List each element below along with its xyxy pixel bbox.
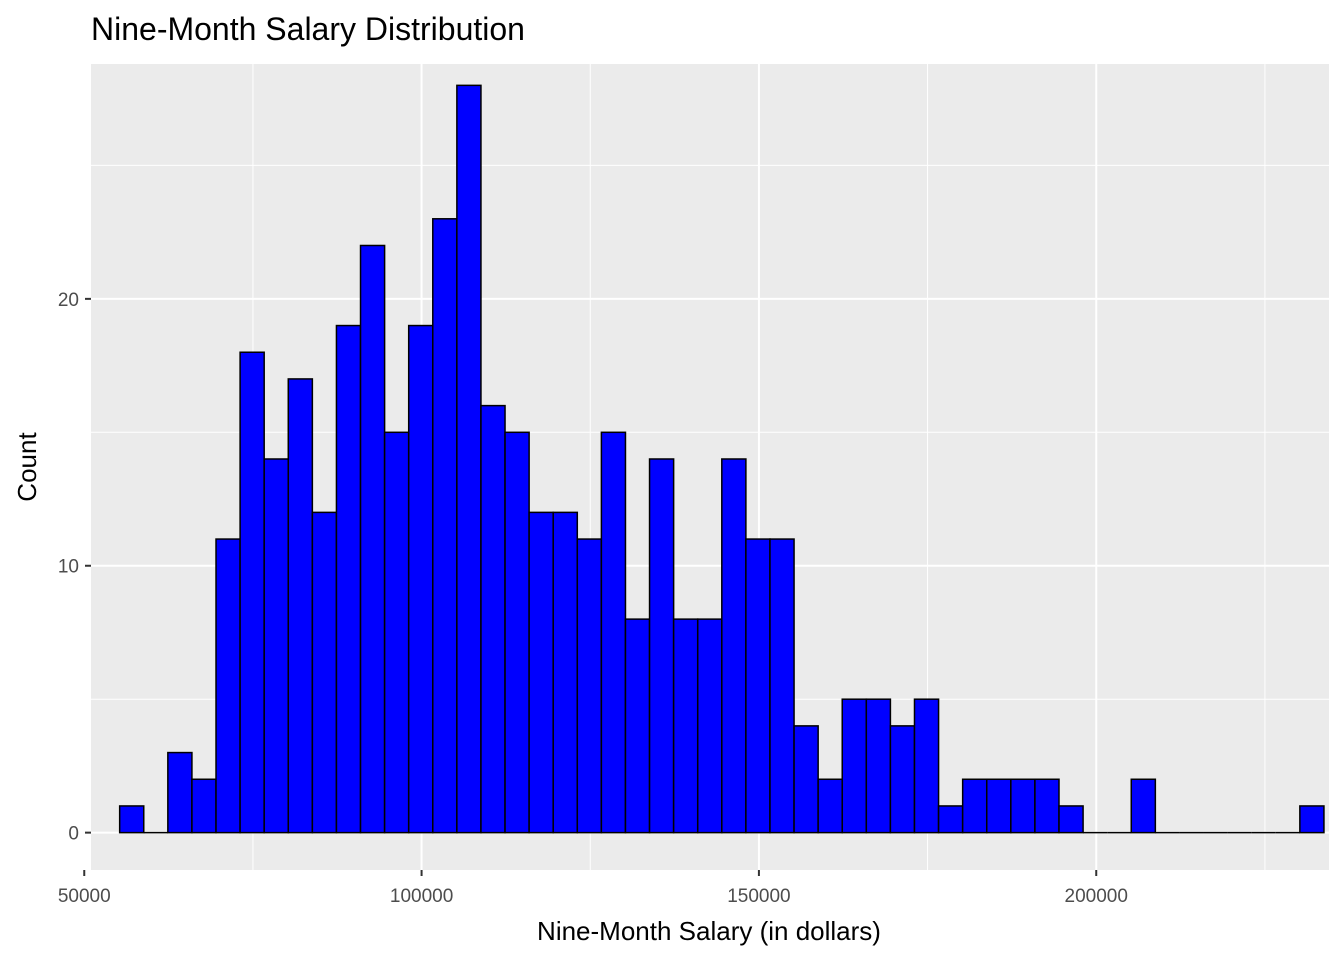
histogram-bars [118,84,1325,834]
minor-gridlines [91,64,1329,870]
histogram-bar [287,378,314,834]
histogram-bar [359,244,386,834]
histogram-bar [239,351,265,834]
histogram-bar [432,218,458,834]
histogram-bar [937,805,964,834]
histogram-bar [696,618,723,834]
histogram-bar [167,751,193,834]
histogram-bar [118,805,145,834]
histogram-bar [1130,778,1157,834]
histogram-bar [263,458,290,834]
x-tick-label: 150000 [727,886,790,907]
histogram-bar [865,698,892,834]
histogram-bar [576,538,603,834]
histogram-bar [913,698,940,834]
histogram-bar [552,511,579,834]
x-axis: 50000 100000 150000 200000 [58,870,1128,907]
histogram-bar [383,431,410,834]
histogram-bar [745,538,771,834]
histogram-bar [889,725,916,834]
histogram-bar [961,778,988,834]
x-tick-label: 100000 [390,886,453,907]
histogram-bar [1299,805,1325,834]
histogram-bar [985,778,1012,834]
histogram-bar [721,458,747,834]
histogram-bar [793,725,819,834]
x-tick-label: 200000 [1065,886,1128,907]
histogram-bar [456,84,482,834]
histogram-bar [769,538,795,834]
histogram-bar [817,778,843,834]
y-axis-title: Count [12,432,42,502]
x-axis-title: Nine-Month Salary (in dollars) [537,916,881,946]
histogram-bar [841,698,868,834]
histogram-bar [528,511,554,834]
histogram-bar [600,431,627,834]
y-tick-label: 20 [58,290,79,311]
histogram-bar [335,324,362,834]
histogram-bar [215,538,241,834]
histogram-bar [191,778,217,834]
histogram-bar [624,618,651,834]
histogram-bar [1058,805,1084,834]
histogram-bar [672,618,699,834]
y-axis: 0 10 20 [58,290,91,845]
histogram-bar [311,511,338,834]
histogram-bar [1034,778,1060,834]
histogram-bar [1010,778,1036,834]
histogram-bar [480,404,506,834]
histogram-bar [648,458,675,834]
x-tick-label: 50000 [58,886,111,907]
chart-title: Nine-Month Salary Distribution [91,11,525,47]
y-tick-label: 10 [58,557,79,578]
y-tick-label: 0 [68,824,79,845]
histogram-bar [407,324,434,834]
histogram-bar [504,431,530,834]
